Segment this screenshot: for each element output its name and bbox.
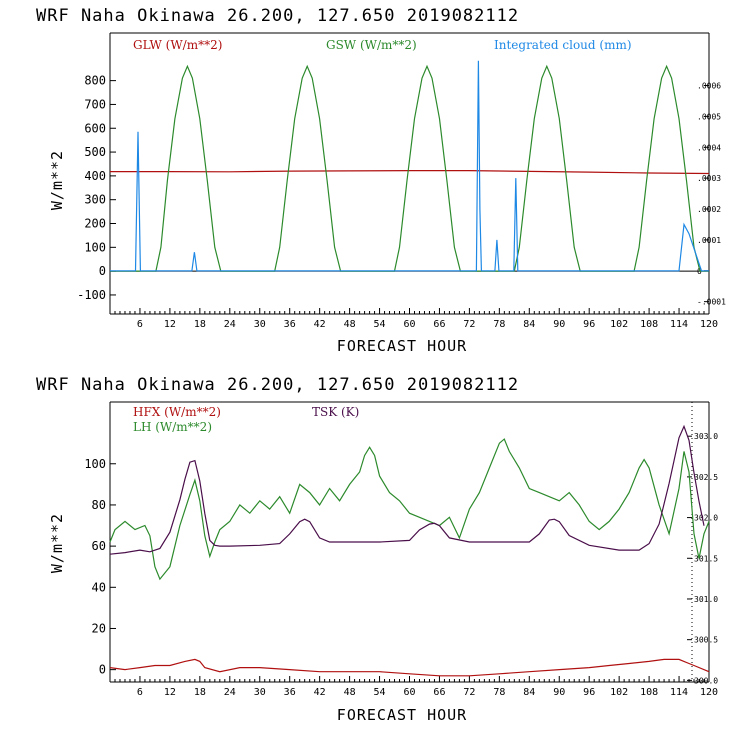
series-line-2 (110, 60, 709, 272)
right-tick-label: .0001 (697, 236, 721, 245)
x-tick-label: 102 (610, 319, 628, 330)
x-tick-label: 78 (493, 687, 505, 698)
x-tick-label: 48 (344, 319, 356, 330)
x-tick-label: 84 (523, 687, 535, 698)
x-tick-label: 42 (314, 319, 326, 330)
x-tick-label: 96 (583, 687, 595, 698)
x-tick-label: 84 (523, 319, 535, 330)
x-tick-label: 30 (254, 687, 266, 698)
x-tick-label: 102 (610, 687, 628, 698)
x-tick-label: 6 (137, 687, 143, 698)
x-tick-label: 120 (700, 687, 718, 698)
bottom-legend-lh: LH (W/m**2) (133, 420, 212, 434)
x-tick-label: 18 (194, 687, 206, 698)
x-tick-label: 48 (344, 687, 356, 698)
y-tick-label: 20 (92, 621, 106, 635)
y-tick-label: 300 (84, 193, 106, 207)
x-tick-label: 108 (640, 687, 658, 698)
right-tick-label: 301.5 (694, 554, 718, 563)
x-tick-label: 60 (403, 687, 415, 698)
x-tick-label: 30 (254, 319, 266, 330)
x-tick-label: 72 (463, 687, 475, 698)
x-tick-label: 96 (583, 319, 595, 330)
x-tick-label: 114 (670, 319, 688, 330)
top-x-axis-label: FORECAST HOUR (337, 337, 467, 355)
x-tick-label: 60 (403, 319, 415, 330)
bottom-legend-hfx: HFX (W/m**2) (133, 405, 221, 419)
x-tick-label: 72 (463, 319, 475, 330)
right-tick-label: .0004 (697, 143, 721, 152)
right-tick-label: -.0001 (697, 298, 726, 307)
top-legend-glw: GLW (W/m**2) (133, 38, 222, 52)
y-tick-label: 200 (84, 217, 106, 231)
bottom-chart-title: WRF Naha Okinawa 26.200, 127.650 2019082… (36, 375, 519, 395)
x-tick-label: 90 (553, 319, 565, 330)
y-tick-label: 800 (84, 74, 106, 88)
right-tick-label: .0005 (697, 112, 721, 121)
right-tick-label: 301.0 (694, 595, 718, 604)
top-legend-gsw: GSW (W/m**2) (326, 38, 417, 52)
x-tick-label: 114 (670, 687, 688, 698)
y-tick-label: 100 (84, 457, 106, 471)
x-tick-label: 78 (493, 319, 505, 330)
x-tick-label: 90 (553, 687, 565, 698)
x-tick-label: 12 (164, 687, 176, 698)
right-tick-label: 300.5 (694, 636, 718, 645)
right-tick-label: 303.0 (694, 432, 718, 441)
right-tick-label: 302.0 (694, 514, 718, 523)
y-tick-label: 700 (84, 97, 106, 111)
y-tick-label: 60 (92, 539, 106, 553)
series-line-0 (109, 658, 710, 677)
series-line-1 (110, 64, 709, 272)
bottom-x-axis-label: FORECAST HOUR (337, 706, 467, 724)
bottom-y-axis-label: W/m**2 (48, 513, 66, 573)
y-tick-label: 100 (84, 240, 106, 254)
right-tick-label: .0003 (697, 174, 721, 183)
x-tick-label: 120 (700, 319, 718, 330)
x-tick-label: 54 (374, 319, 386, 330)
x-tick-label: 66 (433, 687, 445, 698)
x-tick-label: 24 (224, 319, 236, 330)
y-tick-label: 80 (92, 498, 106, 512)
top-chart-title: WRF Naha Okinawa 26.200, 127.650 2019082… (36, 6, 519, 26)
right-tick-label: 300.0 (694, 676, 718, 685)
x-tick-label: 18 (194, 319, 206, 330)
right-tick-label: .0006 (697, 81, 721, 90)
x-tick-label: 42 (314, 687, 326, 698)
y-tick-label: 400 (84, 169, 106, 183)
x-tick-label: 36 (284, 687, 296, 698)
top-legend-cloud: Integrated cloud (mm) (494, 38, 632, 52)
x-tick-label: 36 (284, 319, 296, 330)
top-chart: WRF Naha Okinawa 26.200, 127.650 2019082… (36, 6, 726, 355)
bottom-chart: WRF Naha Okinawa 26.200, 127.650 2019082… (36, 375, 718, 724)
x-tick-label: 24 (224, 687, 236, 698)
series-line-2 (109, 424, 705, 555)
bottom-legend-tsk: TSK (K) (312, 405, 359, 419)
x-tick-label: 12 (164, 319, 176, 330)
y-tick-label: 40 (92, 580, 106, 594)
y-tick-label: 0 (99, 663, 106, 677)
series-line-0 (110, 170, 710, 175)
top-y-axis-label: W/m**2 (48, 150, 66, 210)
y-tick-label: 500 (84, 145, 106, 159)
x-tick-label: 66 (433, 319, 445, 330)
right-tick-label: .0002 (697, 205, 721, 214)
y-tick-label: 0 (99, 264, 106, 278)
series-line-1 (109, 438, 710, 581)
y-tick-label: 600 (84, 121, 106, 135)
y-tick-label: -100 (77, 288, 106, 302)
x-tick-label: 108 (640, 319, 658, 330)
right-tick-label: 302.5 (694, 473, 718, 482)
x-tick-label: 6 (137, 319, 143, 330)
x-tick-label: 54 (374, 687, 386, 698)
